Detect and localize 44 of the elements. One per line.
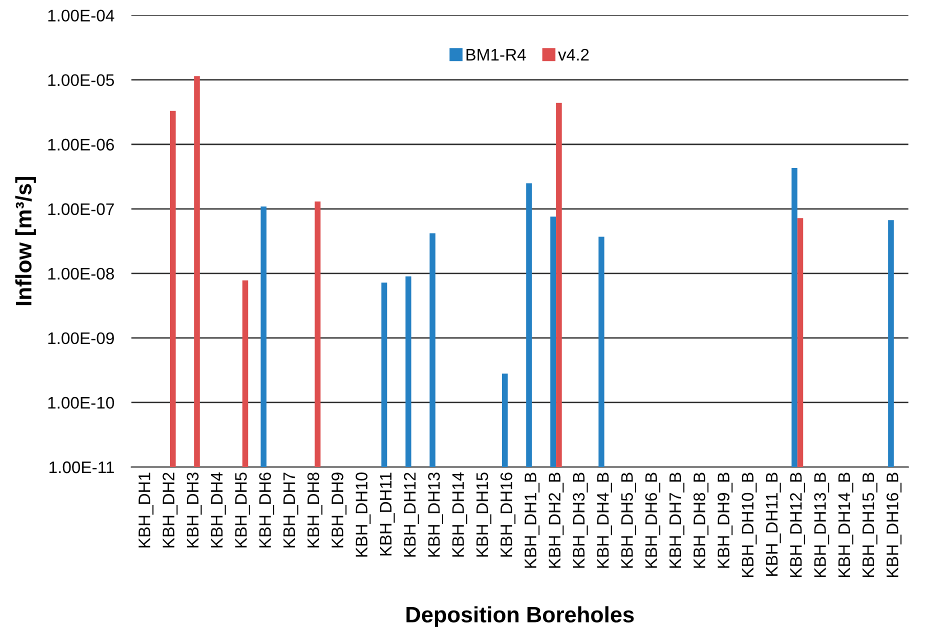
x-tick-label: KBH_DH5_B xyxy=(621,472,636,568)
y-tick-label: 1.00E-05 xyxy=(48,74,114,86)
x-tick-label: KBH_DH9_B xyxy=(718,472,733,568)
x-tick-label: KBH_DH16_B xyxy=(886,472,902,578)
x-tick-label: KBH_DH2_B xyxy=(548,472,564,568)
x-axis-title: Deposition Boreholes xyxy=(406,606,634,627)
x-tick-label: KBH_DH14_B xyxy=(838,472,854,578)
x-tick-label: KBH_DH9 xyxy=(332,472,346,548)
y-tick-label: 1.00E-06 xyxy=(48,138,114,151)
x-tick-label: KBH_DH10_B xyxy=(742,472,757,578)
x-tick-label: KBH_DH7 xyxy=(283,472,298,548)
y-tick-label: 1.00E-10 xyxy=(48,396,114,409)
x-tick-label: KBH_DH13_B xyxy=(814,472,830,578)
x-tick-label: KBH_DH1 xyxy=(138,472,154,548)
x-tick-label: KBH_DH3 xyxy=(186,472,202,548)
y-axis-title: Inflow [m³/s] xyxy=(15,176,36,306)
y-tick-label: 1.00E-04 xyxy=(48,10,114,22)
x-tick-label: KBH_DH12_B xyxy=(790,472,805,578)
x-tick-label: KBH_DH1_B xyxy=(524,472,540,568)
x-tick-label: KBH_DH4_B xyxy=(597,472,612,568)
x-tick-label: KBH_DH2 xyxy=(162,472,178,548)
x-tick-label: KBH_DH11_B xyxy=(766,472,781,576)
y-tick-label: 1.00E-11 xyxy=(50,461,114,474)
y-tick-label: 1.00E-07 xyxy=(48,203,114,216)
y-tick-label: 1.00E-08 xyxy=(48,268,114,280)
x-tick-label: KBH_DH4 xyxy=(211,472,226,548)
legend-label: BM1-R4 xyxy=(466,48,526,60)
x-tick-label: KBH_DH5 xyxy=(235,472,250,548)
x-tick-label: KBH_DH16 xyxy=(500,472,516,557)
x-tick-label: KBH_DH8_B xyxy=(694,472,708,568)
y-tick-label: 1.00E-09 xyxy=(48,332,114,344)
x-tick-label: KBH_DH15_B xyxy=(862,472,878,578)
x-tick-label: KBH_DH8 xyxy=(307,472,322,548)
x-tick-label: KBH_DH15 xyxy=(476,472,492,557)
x-tick-label: KBH_DH10 xyxy=(356,472,371,557)
x-tick-label: KBH_DH13 xyxy=(428,472,444,557)
x-tick-label: KBH_DH14 xyxy=(452,472,468,557)
legend-label: v4.2 xyxy=(558,48,589,60)
x-tick-label: KBH_DH3_B xyxy=(572,472,588,568)
x-tick-label: KBH_DH6_B xyxy=(645,472,660,568)
x-tick-label: KBH_DH6 xyxy=(259,472,274,548)
x-tick-label: KBH_DH12 xyxy=(404,472,419,557)
x-tick-label: KBH_DH11 xyxy=(380,472,395,556)
x-tick-label: KBH_DH7_B xyxy=(670,472,684,568)
